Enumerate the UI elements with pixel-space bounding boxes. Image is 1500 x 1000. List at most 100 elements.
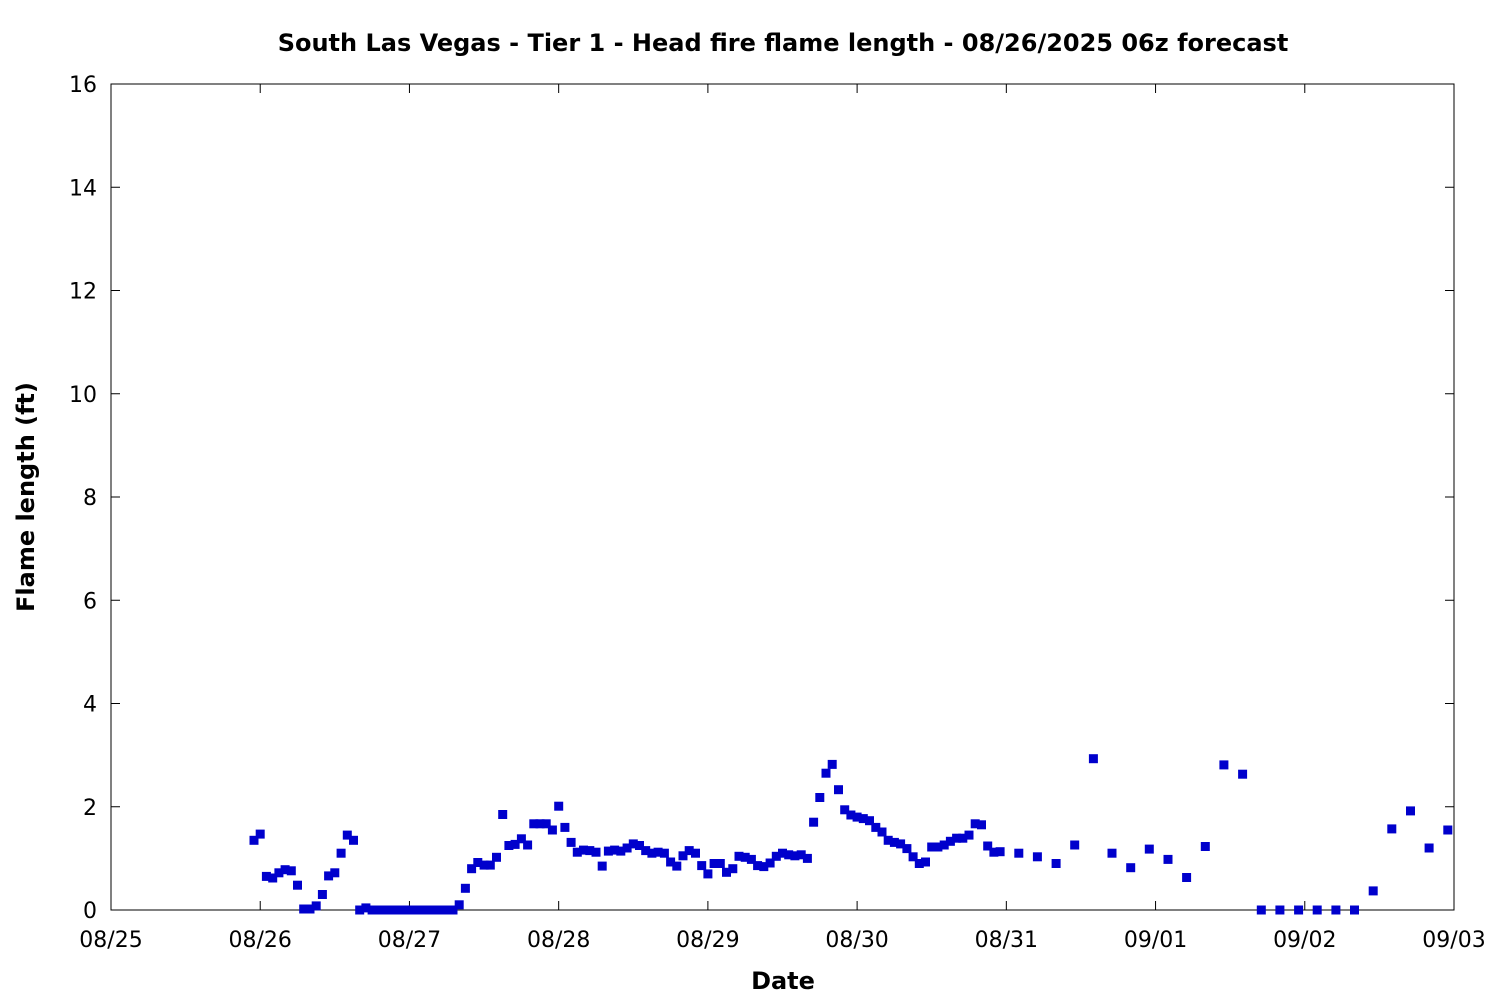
x-tick-label: 08/30 <box>825 928 888 953</box>
data-point <box>479 860 489 870</box>
x-tick-label: 08/29 <box>676 928 739 953</box>
data-point <box>1368 886 1378 896</box>
x-axis-label: Date <box>751 967 815 995</box>
data-point <box>933 842 943 852</box>
data-point <box>715 859 725 868</box>
data-point <box>815 793 825 802</box>
data-point <box>1107 848 1117 858</box>
y-tick-label: 2 <box>83 796 97 821</box>
data-point <box>274 868 284 878</box>
data-point <box>883 835 893 845</box>
data-point <box>386 905 396 915</box>
plot-frame <box>110 83 1455 911</box>
data-point <box>1126 863 1136 873</box>
y-tick-label: 8 <box>83 486 97 511</box>
data-point <box>510 839 520 849</box>
data-point <box>1014 848 1024 858</box>
data-point <box>423 905 433 915</box>
y-tick-label: 10 <box>69 383 97 408</box>
data-point <box>361 903 371 913</box>
y-tick-label: 0 <box>83 899 97 924</box>
data-point <box>858 814 868 824</box>
data-point <box>492 852 501 862</box>
data-point <box>417 905 427 915</box>
data-point <box>579 845 588 855</box>
data-point <box>261 871 271 881</box>
data-point <box>597 861 607 871</box>
data-point <box>740 852 750 862</box>
data-point <box>809 817 819 827</box>
data-point <box>485 860 495 870</box>
x-tick-label: 09/03 <box>1422 928 1485 953</box>
data-point <box>889 837 899 847</box>
data-point <box>1275 905 1285 915</box>
x-tick-label: 08/25 <box>79 928 142 953</box>
data-point <box>871 822 881 832</box>
data-point <box>672 861 682 871</box>
data-point <box>411 905 421 915</box>
data-point <box>342 830 352 840</box>
data-point <box>827 759 837 769</box>
data-point <box>286 866 296 876</box>
data-point <box>1051 859 1061 868</box>
data-point <box>1312 905 1322 915</box>
data-point <box>753 861 763 871</box>
data-point <box>591 847 601 857</box>
data-point <box>280 865 290 875</box>
data-point <box>653 847 663 857</box>
data-point <box>355 905 365 915</box>
data-point <box>330 868 340 878</box>
x-tick-label: 08/31 <box>975 928 1038 953</box>
x-tick-label: 08/26 <box>229 928 292 953</box>
x-tick-label: 08/27 <box>378 928 441 953</box>
x-tick-label: 08/28 <box>527 928 590 953</box>
data-point <box>516 834 526 844</box>
data-point <box>722 867 731 877</box>
data-point <box>691 848 700 858</box>
data-point <box>734 851 744 861</box>
data-point <box>585 846 595 856</box>
y-tick-label: 14 <box>69 176 97 201</box>
y-tick-label: 16 <box>69 73 97 98</box>
data-point <box>1144 844 1154 854</box>
data-point <box>840 805 850 815</box>
y-tick-label: 12 <box>69 280 97 305</box>
data-point <box>529 819 539 829</box>
data-point <box>821 768 831 778</box>
data-point <box>498 810 508 819</box>
data-point <box>554 801 564 811</box>
axis-tick-labels: 08/25 08/26 08/27 08/28 08/29 08/30 08/31 09/01… <box>69 73 1486 953</box>
axis-ticks <box>110 83 1455 911</box>
data-point <box>380 905 390 915</box>
data-point <box>473 858 483 867</box>
data-point <box>317 890 327 899</box>
data-point <box>448 905 458 915</box>
data-point <box>392 905 402 915</box>
data-point <box>404 905 414 915</box>
data-point <box>429 905 439 915</box>
data-point <box>908 852 918 862</box>
data-point <box>728 864 738 874</box>
data-point <box>268 873 278 883</box>
data-point <box>1088 754 1098 764</box>
data-point <box>336 848 346 858</box>
y-tick-label: 4 <box>83 693 97 718</box>
data-point <box>299 904 309 914</box>
data-point <box>771 851 781 861</box>
data-point <box>460 883 470 893</box>
data-point <box>952 833 962 843</box>
data-point <box>834 785 843 795</box>
data-point <box>641 846 651 856</box>
data-point <box>865 816 874 826</box>
data-points <box>249 754 1453 915</box>
data-point <box>454 900 464 910</box>
data-point <box>989 847 999 857</box>
chart-title: South Las Vegas - Tier 1 - Head fire fla… <box>278 29 1289 57</box>
data-point <box>790 851 800 861</box>
x-tick-label: 09/02 <box>1273 928 1336 953</box>
data-point <box>442 905 452 915</box>
data-point <box>560 822 570 832</box>
data-point <box>1331 905 1341 915</box>
data-point <box>1443 825 1453 835</box>
